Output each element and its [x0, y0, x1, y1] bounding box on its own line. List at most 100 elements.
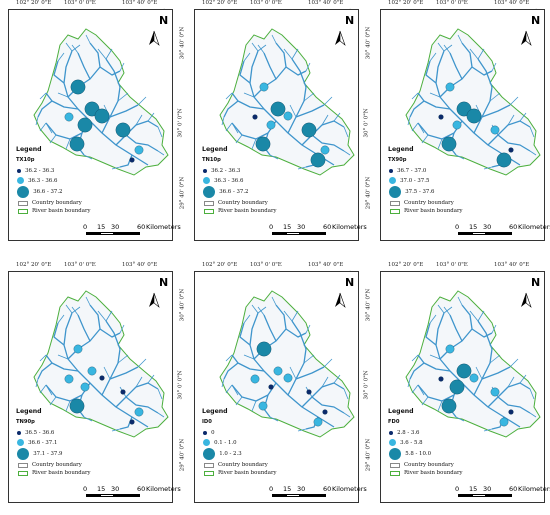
- legend-class-1: 37.0 - 37.5: [389, 177, 430, 185]
- legend-symbol: [17, 430, 22, 436]
- legend-variable: TX10p: [16, 157, 35, 163]
- scale-bar-segment: [86, 494, 100, 497]
- scale-tick-label: 15: [283, 223, 292, 231]
- longitude-label: 103° 40' 0"E: [308, 262, 344, 268]
- stream-line: [429, 314, 437, 324]
- stream-line: [157, 388, 163, 400]
- legend-class-0: 36.5 - 36.6: [17, 430, 54, 436]
- river-line: [223, 100, 239, 118]
- scale-tick-label: 60: [509, 485, 518, 493]
- stream-line: [443, 44, 453, 52]
- scale-tick-label: 0: [269, 485, 274, 493]
- river-line: [249, 50, 335, 166]
- stream-line: [231, 384, 239, 396]
- legend-class-label: 5.8 - 10.0: [405, 451, 432, 458]
- legend-class-label: 36.5 - 36.6: [25, 430, 55, 436]
- north-arrow-icon: [521, 292, 532, 308]
- map-panel-id0: 102° 20' 0"E 103° 0' 0"E 103° 40' 0"E 30° 4…: [178, 262, 367, 503]
- boundary-swatch: [390, 462, 400, 468]
- stream-line: [83, 416, 93, 422]
- station-marker-s8: [508, 147, 514, 153]
- station-marker-s2: [270, 101, 286, 117]
- river-line: [77, 314, 91, 342]
- stream-line: [57, 354, 69, 360]
- station-marker-s7: [490, 387, 500, 397]
- legend-class-label: 3.6 - 5.8: [400, 439, 423, 446]
- legend-title: Legend: [16, 408, 42, 415]
- station-marker-s9: [129, 419, 135, 425]
- stream-line: [251, 138, 257, 150]
- stream-line: [443, 306, 453, 314]
- longitude-label: 102° 20' 0"E: [16, 262, 52, 268]
- longitude-label: 102° 20' 0"E: [16, 0, 52, 6]
- scale-tick-label: 30: [297, 485, 306, 493]
- stream-line: [333, 112, 341, 122]
- north-label: N: [345, 276, 355, 289]
- stream-line: [443, 306, 451, 316]
- stream-line: [97, 310, 107, 322]
- station-marker-s8: [134, 407, 144, 417]
- scale-bar-segment: [114, 232, 140, 235]
- boundary-label: River basin boundary: [404, 470, 463, 476]
- legend-boundary-0: Country boundary: [204, 462, 268, 468]
- stream-line: [343, 126, 349, 138]
- legend-class-label: 37.0 - 37.5: [400, 177, 430, 184]
- river-line: [425, 60, 437, 84]
- stream-line: [291, 310, 299, 322]
- stream-line: [303, 92, 315, 102]
- station-marker-s8: [322, 409, 328, 415]
- station-marker-s1: [256, 341, 272, 357]
- latitude-label: 30° 40' 0"N: [365, 26, 372, 60]
- river-line: [53, 322, 65, 346]
- latitude-label: 29° 40' 0"N: [365, 176, 372, 210]
- river-line: [449, 52, 463, 80]
- stream-line: [469, 310, 479, 322]
- stream-line: [343, 412, 351, 418]
- river-line: [45, 92, 79, 110]
- stream-line: [157, 126, 163, 138]
- stream-line: [529, 412, 537, 418]
- stream-line: [437, 400, 443, 412]
- legend-symbol: [17, 186, 30, 199]
- stream-line: [289, 104, 297, 118]
- scale-unit-label: Kilometers: [518, 485, 550, 493]
- stream-line: [39, 122, 47, 132]
- legend-boundary-0: Country boundary: [18, 462, 82, 468]
- boundary-swatch: [204, 208, 214, 214]
- station-marker-s5: [469, 373, 479, 383]
- river-line: [99, 66, 121, 76]
- scale-tick-label: 60: [137, 223, 146, 231]
- station-marker-s4: [268, 384, 274, 390]
- legend-class-label: 36.3 - 36.6: [28, 177, 58, 184]
- river-line: [63, 312, 149, 428]
- legend-symbol: [203, 439, 211, 447]
- legend-class-1: 36.3 - 36.6: [203, 177, 243, 185]
- station-marker-s3: [438, 376, 444, 382]
- station-marker-s4: [266, 120, 276, 130]
- river-line: [301, 120, 345, 146]
- station-marker-s5: [466, 108, 482, 124]
- station-marker-s1: [73, 344, 83, 354]
- station-marker-s2: [87, 366, 97, 376]
- scale-bar-segment: [286, 232, 300, 235]
- river-line: [287, 58, 307, 134]
- boundary-swatch: [204, 470, 214, 476]
- legend-class-2: 36.6 - 37.2: [203, 186, 249, 199]
- latitude-label: 29° 40' 0"N: [179, 176, 186, 210]
- stream-line: [477, 48, 485, 60]
- legend-title: Legend: [388, 146, 414, 153]
- stream-line: [103, 366, 111, 380]
- stream-line: [39, 384, 47, 394]
- stream-line: [437, 138, 443, 150]
- river-line: [37, 100, 53, 118]
- scale-bar-segment: [100, 232, 114, 235]
- station-marker-s6: [258, 401, 268, 411]
- boundary-label: Country boundary: [218, 200, 268, 206]
- legend-class-1: 0.1 - 1.0: [203, 439, 237, 447]
- station-marker-s4: [449, 379, 465, 395]
- legend-class-1: 36.3 - 36.6: [17, 177, 58, 185]
- scale-bar-segment: [86, 232, 100, 235]
- longitude-label: 103° 0' 0"E: [436, 262, 468, 268]
- latitude-label: 30° 0' 0"N: [363, 108, 370, 138]
